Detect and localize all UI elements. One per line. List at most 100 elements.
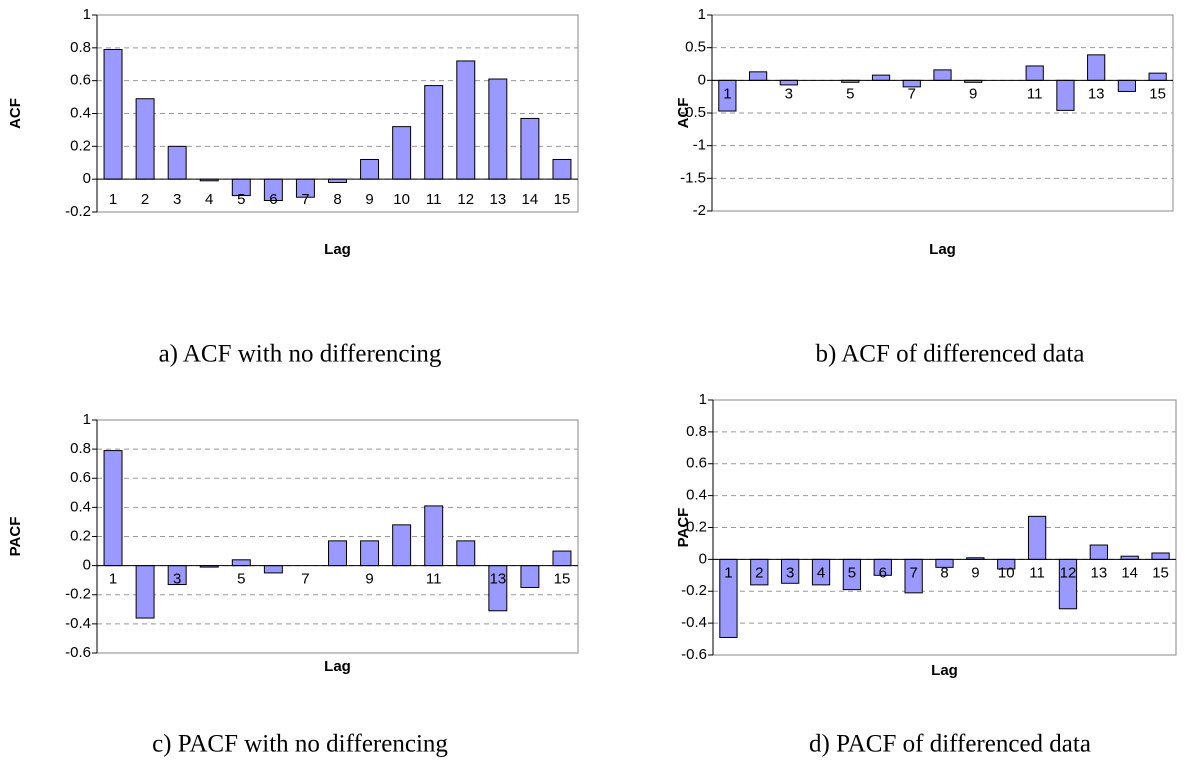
bar — [520, 565, 540, 588]
bar — [1089, 544, 1108, 560]
y-tick-label: -0.2 — [65, 586, 91, 603]
x-tick-label: 7 — [909, 564, 917, 581]
y-tick-label: 0.6 — [70, 469, 91, 486]
bar — [360, 158, 380, 180]
x-tick-label: 12 — [1060, 564, 1077, 581]
x-tick-label: 7 — [908, 85, 916, 102]
bar — [135, 565, 155, 619]
x-tick-label: 11 — [426, 191, 442, 208]
x-tick-label: 15 — [1152, 564, 1169, 581]
caption: b) ACF of differenced data — [816, 341, 1085, 368]
bar — [135, 98, 155, 180]
x-tick-label: 15 — [554, 571, 571, 588]
bar — [456, 60, 476, 180]
x-tick-label: 4 — [205, 191, 213, 208]
y-tick-label: 0.4 — [70, 498, 91, 515]
bar — [392, 524, 412, 567]
bar — [1151, 552, 1170, 560]
y-tick-label: -0.6 — [681, 646, 707, 663]
bar — [263, 565, 283, 574]
bar — [1148, 72, 1167, 81]
y-tick-label: -0.2 — [681, 582, 707, 599]
y-tick-label: 1 — [698, 6, 706, 23]
x-tick-label: 2 — [141, 191, 149, 208]
x-tick-label: 5 — [237, 571, 245, 588]
x-tick-label: 10 — [393, 191, 410, 208]
y-tick-label: 0.6 — [686, 455, 707, 472]
bar — [488, 78, 508, 180]
y-tick-label: -0.6 — [65, 644, 91, 661]
x-tick-label: 9 — [971, 564, 979, 581]
y-tick-label: 1 — [83, 411, 91, 428]
bar — [103, 450, 123, 567]
x-axis-label: Lag — [931, 662, 958, 679]
y-tick-label: 0.4 — [686, 487, 707, 504]
y-tick-label: -1.5 — [680, 169, 706, 186]
x-tick-label: 9 — [969, 85, 977, 102]
bar — [933, 69, 952, 81]
x-tick-label: 15 — [554, 191, 571, 208]
x-tick-label: 9 — [365, 571, 373, 588]
x-axis-label: Lag — [324, 658, 351, 675]
x-tick-label: 9 — [365, 191, 373, 208]
bar — [1087, 54, 1106, 81]
x-tick-label: 10 — [998, 564, 1015, 581]
y-tick-label: 0.2 — [70, 527, 91, 544]
x-tick-label: 4 — [817, 564, 825, 581]
x-tick-label: 7 — [301, 571, 309, 588]
x-tick-label: 3 — [173, 571, 181, 588]
y-tick-label: 0.6 — [70, 72, 91, 89]
y-tick-label: 0.4 — [70, 104, 91, 121]
bar — [1027, 515, 1047, 560]
y-axis-label: ACF — [7, 98, 24, 129]
y-tick-label: -0.4 — [681, 614, 707, 631]
x-tick-label: 8 — [940, 564, 948, 581]
x-tick-label: 11 — [426, 571, 442, 588]
x-tick-label: 15 — [1149, 85, 1166, 102]
x-tick-label: 11 — [1027, 85, 1043, 102]
y-tick-label: 0 — [83, 557, 91, 574]
x-tick-label: 11 — [1029, 564, 1045, 581]
bar — [1025, 65, 1044, 81]
x-tick-label: 1 — [724, 564, 732, 581]
x-axis-label: Lag — [324, 241, 351, 258]
bar — [1056, 79, 1075, 111]
y-tick-label: -0.4 — [65, 615, 91, 632]
y-tick-label: 1 — [699, 391, 707, 408]
y-tick-label: 0 — [83, 170, 91, 187]
bar — [424, 85, 444, 180]
bar — [748, 71, 768, 81]
x-tick-label: 13 — [489, 191, 506, 208]
y-tick-label: 0 — [699, 550, 707, 567]
y-tick-label: -0.2 — [65, 203, 91, 220]
y-tick-label: 0 — [698, 71, 706, 88]
x-tick-label: 8 — [333, 191, 341, 208]
y-axis-label: PACF — [7, 517, 24, 557]
x-tick-label: 13 — [1088, 85, 1105, 102]
bar — [231, 559, 251, 567]
x-tick-label: 12 — [457, 191, 474, 208]
y-tick-label: 0.8 — [686, 423, 707, 440]
bar — [871, 74, 891, 81]
x-tick-label: 13 — [489, 571, 506, 588]
bar — [103, 48, 123, 180]
x-tick-label: 6 — [879, 564, 887, 581]
y-tick-label: 0.5 — [685, 39, 706, 56]
y-tick-label: 0.2 — [686, 518, 707, 535]
x-tick-label: 5 — [237, 191, 245, 208]
y-tick-label: 0.8 — [70, 39, 91, 56]
y-tick-label: 1 — [83, 6, 91, 23]
x-tick-label: 1 — [723, 85, 731, 102]
y-tick-label: 0.2 — [70, 137, 91, 154]
y-tick-label: -2 — [693, 202, 706, 219]
bar — [392, 126, 412, 180]
y-tick-label: -1 — [693, 137, 706, 154]
bar — [552, 158, 572, 180]
x-tick-label: 5 — [846, 85, 854, 102]
plot-area — [712, 399, 1177, 656]
bar — [360, 540, 380, 567]
x-tick-label: 3 — [785, 85, 793, 102]
x-tick-label: 3 — [786, 564, 794, 581]
x-tick-label: 5 — [848, 564, 856, 581]
